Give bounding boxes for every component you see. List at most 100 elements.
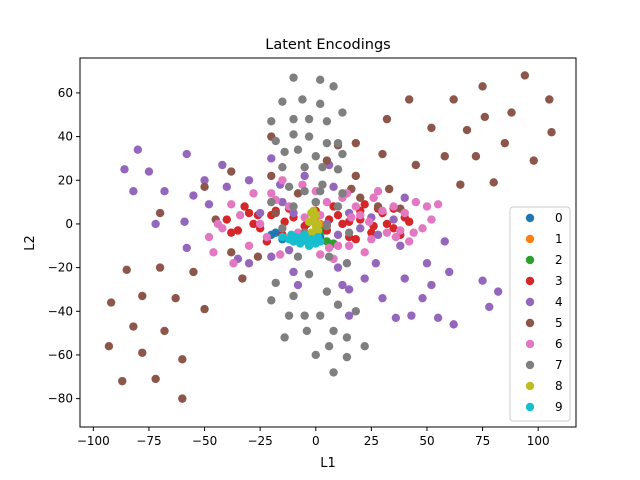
y-axis: −80 −60 −40 −20 0 20 40 60 (48, 86, 80, 406)
data-point (182, 243, 191, 253)
data-point (304, 114, 314, 124)
data-point (255, 219, 265, 229)
data-point (333, 300, 343, 309)
data-point (520, 71, 530, 80)
x-tick-label: 0 (312, 434, 320, 448)
data-point (284, 245, 294, 255)
data-point (338, 219, 347, 229)
data-point (304, 269, 314, 279)
data-point (227, 200, 236, 209)
data-point (404, 95, 414, 104)
data-point (333, 230, 343, 240)
data-point (422, 202, 432, 211)
data-point (396, 241, 405, 250)
data-point (293, 280, 303, 290)
points-layer (104, 71, 556, 403)
data-point (333, 241, 343, 250)
data-point (471, 152, 481, 161)
data-point (289, 291, 298, 301)
data-point (344, 285, 354, 294)
data-point (262, 232, 272, 242)
data-point (155, 208, 165, 218)
data-point (333, 211, 343, 220)
legend-item: 7 (525, 358, 563, 372)
y-tick-label: −60 (48, 348, 73, 362)
legend-marker (525, 381, 535, 391)
y-tick-label: 40 (58, 130, 73, 144)
data-point (396, 226, 405, 235)
data-point (478, 82, 487, 91)
data-point (267, 197, 276, 207)
data-point (360, 274, 369, 283)
data-point (313, 232, 323, 242)
data-point (489, 178, 498, 187)
data-point (351, 307, 361, 316)
data-point (324, 243, 334, 253)
data-point (289, 208, 298, 218)
data-point (267, 154, 276, 163)
data-point (311, 152, 320, 161)
data-point (422, 259, 432, 268)
data-point (364, 217, 374, 226)
legend-marker (525, 402, 535, 412)
data-point (347, 213, 356, 222)
data-point (378, 293, 387, 303)
data-point (360, 200, 369, 209)
data-point (118, 376, 127, 386)
legend-marker (525, 318, 535, 328)
data-point (204, 200, 214, 209)
data-point (255, 208, 265, 218)
legend-marker (525, 360, 535, 370)
data-point (289, 202, 298, 211)
data-point (160, 186, 169, 196)
data-point (213, 219, 223, 229)
data-point (302, 326, 312, 336)
y-tick-label: 0 (65, 217, 73, 231)
legend-item: 9 (525, 400, 563, 414)
data-point (547, 128, 556, 137)
data-point (322, 237, 332, 246)
data-point (427, 280, 436, 290)
data-point (333, 165, 343, 174)
data-point (249, 189, 258, 198)
data-point (280, 147, 289, 157)
y-tick-label: 60 (58, 86, 73, 100)
data-point (171, 293, 180, 303)
data-point (445, 267, 454, 277)
data-point (120, 165, 129, 174)
legend-marker (525, 297, 535, 307)
data-point (449, 95, 458, 104)
data-point (351, 202, 361, 211)
data-point (289, 267, 298, 277)
series-8 (304, 206, 323, 237)
x-tick-label: 25 (364, 434, 379, 448)
data-point (313, 226, 323, 235)
y-tick-label: −40 (48, 304, 73, 318)
data-point (275, 250, 285, 259)
data-point (449, 320, 458, 329)
data-point (404, 217, 414, 226)
x-tick-label: −100 (77, 434, 110, 448)
data-point (329, 182, 338, 192)
legend-label: 4 (555, 295, 563, 309)
data-point (300, 186, 309, 196)
data-point (267, 296, 276, 305)
data-point (462, 125, 472, 135)
x-tick-label: −50 (192, 434, 217, 448)
data-point (333, 263, 343, 272)
data-point (329, 368, 338, 377)
data-point (338, 149, 347, 159)
data-point (344, 228, 354, 237)
data-point (529, 156, 538, 165)
data-point (244, 259, 254, 268)
data-point (389, 224, 398, 233)
legend-item: 1 (525, 232, 563, 246)
data-point (480, 112, 490, 122)
data-point (178, 355, 187, 364)
data-point (122, 265, 131, 274)
legend-label: 8 (555, 379, 563, 393)
data-point (222, 215, 231, 224)
data-point (278, 176, 287, 185)
data-point (311, 350, 320, 360)
legend: 0 1 2 3 4 5 6 7 8 9 (509, 206, 571, 422)
